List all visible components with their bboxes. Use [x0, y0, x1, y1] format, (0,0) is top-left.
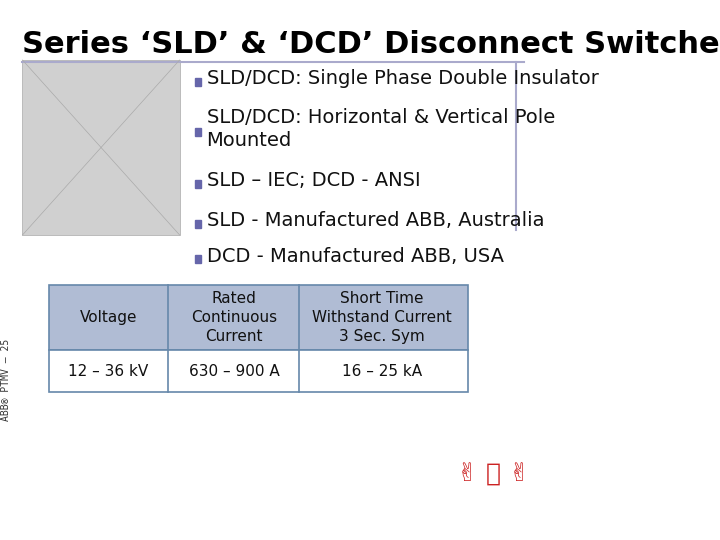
- Text: 630 – 900 A: 630 – 900 A: [189, 363, 279, 379]
- Text: Rated
Continuous
Current: Rated Continuous Current: [191, 292, 277, 343]
- FancyBboxPatch shape: [194, 78, 201, 86]
- Text: SLD - Manufactured ABB, Australia: SLD - Manufactured ABB, Australia: [207, 212, 544, 231]
- FancyBboxPatch shape: [194, 128, 201, 136]
- Text: SLD/DCD: Single Phase Double Insulator: SLD/DCD: Single Phase Double Insulator: [207, 70, 598, 89]
- Text: Short Time
Withstand Current
3 Sec. Sym: Short Time Withstand Current 3 Sec. Sym: [312, 292, 451, 343]
- Bar: [49, 350, 468, 392]
- Text: SLD/DCD: Horizontal & Vertical Pole
Mounted: SLD/DCD: Horizontal & Vertical Pole Moun…: [207, 108, 555, 150]
- FancyBboxPatch shape: [194, 220, 201, 228]
- Text: 12 – 36 kV: 12 – 36 kV: [68, 363, 148, 379]
- Text: SLD – IEC; DCD - ANSI: SLD – IEC; DCD - ANSI: [207, 172, 420, 191]
- Bar: [49, 285, 468, 350]
- Bar: [22, 60, 179, 235]
- Text: Voltage: Voltage: [80, 310, 138, 325]
- Text: Series ‘SLD’ & ‘DCD’ Disconnect Switches: Series ‘SLD’ & ‘DCD’ Disconnect Switches: [22, 30, 720, 59]
- Text: 16 – 25 kA: 16 – 25 kA: [342, 363, 422, 379]
- Text: ABB® PTMV – 25: ABB® PTMV – 25: [1, 339, 11, 421]
- FancyBboxPatch shape: [194, 255, 201, 263]
- Text: ✌ 👌 ✌: ✌ 👌 ✌: [457, 463, 531, 487]
- FancyBboxPatch shape: [194, 180, 201, 188]
- Text: DCD - Manufactured ABB, USA: DCD - Manufactured ABB, USA: [207, 246, 503, 266]
